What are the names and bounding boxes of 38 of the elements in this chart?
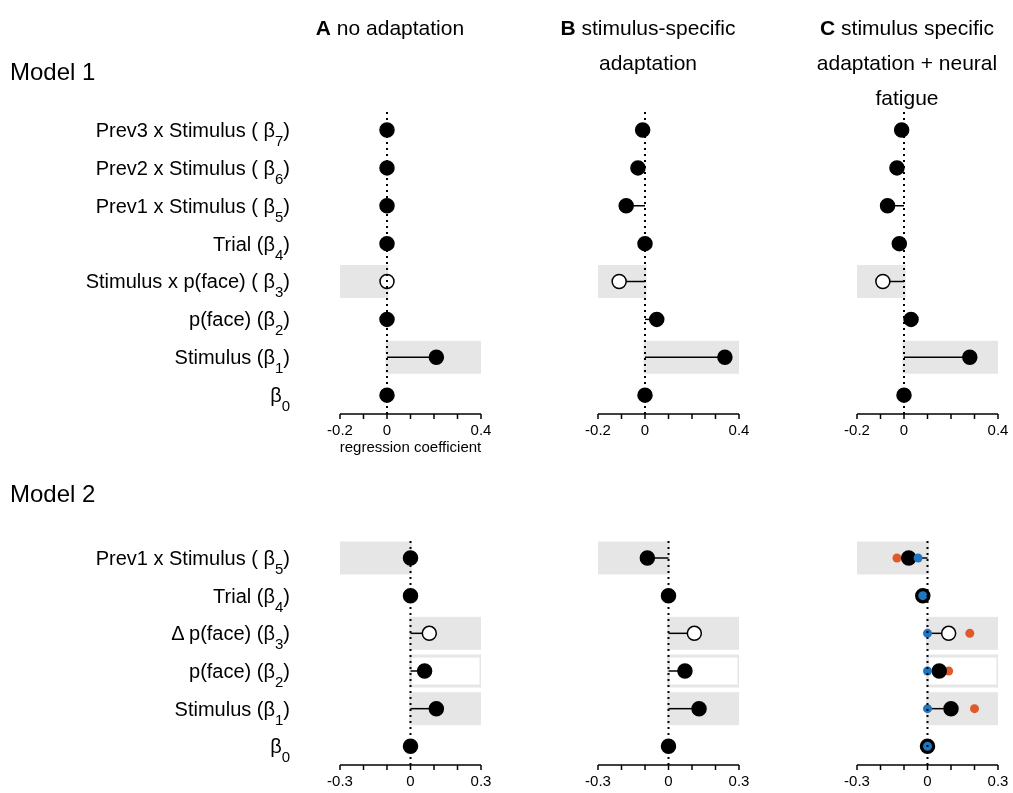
y-tick-label: p(face) (β$_{2}$) [189, 659, 290, 690]
y-tick-label: β$_{0}$ [270, 735, 290, 765]
x-tick-label: 0 [640, 421, 650, 438]
y-tick-label: Prev3 x Stimulus ( β$_{7}$) [95, 118, 290, 149]
x-axis-title: regression coefficient [338, 438, 483, 455]
x-tick-label: -0.2 [327, 421, 353, 438]
y-tick-label: Stimulus (β$_{1}$) [174, 697, 290, 727]
y-tick-label: p(face) (β$_{2}$) [189, 308, 290, 338]
x-tick-label: -0.3 [844, 772, 870, 789]
y-tick-label: Stimulus x p(face) ( β$_{3}$) [85, 270, 290, 300]
y-tick-label: Δ p(face) (β$_{3}$) [171, 622, 290, 652]
chart-title: C stimulus specific adaptation + neural fatigue [816, 16, 998, 109]
x-tick-label: 0 [664, 772, 673, 789]
y-tick-label: Trial (β$_{4}$) [213, 584, 290, 614]
y-tick-label: Prev1 x Stimulus ( β$_{5}$) [95, 546, 290, 577]
x-tick-label: -0.3 [585, 772, 611, 789]
text: Model 1 [10, 58, 96, 86]
y-tick-label: Prev2 x Stimulus ( β$_{6}$) [95, 156, 290, 187]
y-tick-label: β$_{0}$ [270, 384, 290, 414]
x-tick-label: 0 [382, 421, 392, 438]
x-tick-label: 0 [899, 421, 909, 438]
x-tick-label: 0.3 [987, 772, 1009, 789]
x-tick-label: 0.3 [728, 772, 750, 789]
x-tick-label: 0 [923, 772, 932, 789]
y-tick-label: Stimulus (β$_{1}$) [174, 346, 290, 376]
x-tick-label: -0.2 [844, 421, 870, 438]
chart-title: A no adaptation [315, 16, 465, 39]
x-tick-label: -0.3 [327, 772, 353, 789]
x-tick-label: 0.4 [470, 421, 492, 438]
x-tick-label: -0.2 [585, 421, 611, 438]
y-tick-label: Trial (β$_{4}$) [213, 232, 290, 263]
x-tick-label: 0.4 [728, 421, 750, 438]
text: Model 2 [10, 480, 96, 508]
x-tick-label: 0.4 [987, 421, 1009, 438]
x-tick-label: 0 [406, 772, 415, 789]
y-tick-label: Prev1 x Stimulus ( β$_{5}$) [95, 194, 290, 225]
chart-title: B stimulus-specific adaptation [560, 16, 736, 74]
x-tick-label: 0.3 [470, 772, 492, 789]
